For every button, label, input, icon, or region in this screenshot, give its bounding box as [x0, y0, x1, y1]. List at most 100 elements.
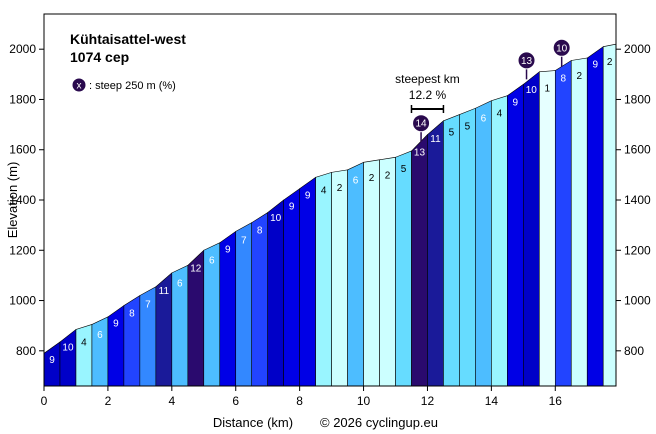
profile-segment [539, 70, 556, 387]
segment-gradient-label: 4 [81, 337, 87, 348]
segment-gradient-label: 2 [576, 71, 582, 82]
chart-title: Kühtaisattel-west [70, 31, 186, 47]
profile-segment [235, 222, 253, 387]
segment-gradient-label: 9 [49, 355, 55, 366]
steep-marker [517, 51, 536, 70]
profile-segment [363, 159, 380, 387]
segment-gradient-label: 8 [129, 309, 135, 320]
segment-gradient-label: 4 [497, 109, 503, 120]
segment-gradient-label: 13 [414, 148, 426, 159]
segment-gradient-label: 2 [337, 183, 343, 194]
segment-gradient-label: 6 [353, 175, 359, 186]
profile-segment [331, 169, 348, 387]
profile-segment [347, 161, 364, 387]
profile-segment [523, 71, 540, 387]
segment-gradient-label: 2 [369, 173, 375, 184]
y-tick-label-right: 1200 [624, 243, 651, 257]
segment-gradient-label: 1 [545, 84, 551, 95]
profile-segment [459, 107, 476, 387]
y-tick-label-left: 1800 [9, 92, 36, 106]
segment-gradient-label: 11 [159, 286, 170, 297]
steepest-km-annotation: steepest km 12.2 % [395, 72, 460, 113]
y-tick-label-right: 1400 [624, 193, 651, 207]
profile-segment [475, 100, 492, 387]
credit-text: © 2026 cyclingup.eu [320, 415, 438, 430]
profile-segment [554, 59, 572, 387]
y-tick-label-left: 1200 [9, 243, 36, 257]
x-tick-label: 14 [485, 394, 499, 408]
profile-segment [91, 316, 109, 387]
steep-marker [412, 114, 431, 133]
y-tick-label-right: 800 [624, 344, 644, 358]
segment-gradient-label: 6 [209, 256, 215, 267]
profile-segment [427, 120, 444, 387]
profile-segment [283, 188, 300, 387]
y-axis-title: Elevation (m) [5, 162, 20, 239]
steep-marker-label: 13 [521, 56, 533, 67]
x-tick-label: 10 [357, 394, 371, 408]
profile-segment [570, 57, 588, 387]
x-tick-label: 8 [296, 394, 303, 408]
x-tick-label: 0 [41, 394, 48, 408]
profile-segment [299, 176, 316, 387]
segment-gradient-label: 7 [145, 300, 151, 311]
segment-gradient-label: 9 [225, 244, 231, 255]
profile-segment [443, 114, 460, 387]
chart-subtitle: 1074 сер [70, 49, 129, 65]
segment-gradient-label: 10 [526, 85, 538, 96]
segment-gradient-label: 5 [449, 128, 455, 139]
segment-gradient-label: 5 [401, 164, 407, 175]
profile-segment [75, 324, 93, 387]
profile-segment [395, 150, 412, 387]
profile-segment [315, 171, 332, 387]
profile-segment [251, 212, 268, 387]
y-tick-label-left: 1400 [9, 193, 36, 207]
profile-segment [491, 95, 508, 387]
x-tick-label: 12 [421, 394, 435, 408]
segment-gradient-label: 4 [321, 185, 327, 196]
x-tick-label: 16 [549, 394, 563, 408]
legend-marker-icon [71, 77, 87, 93]
segment-gradient-label: 9 [113, 319, 119, 330]
segment-gradient-label: 8 [560, 74, 566, 85]
x-tick-label: 2 [105, 394, 112, 408]
y-tick-label-right: 2000 [624, 42, 651, 56]
segment-gradient-label: 6 [177, 278, 183, 289]
x-tick-label: 6 [232, 394, 239, 408]
y-tick-label-right: 1800 [624, 92, 651, 106]
segments-layer [43, 43, 617, 387]
profile-segment [267, 199, 284, 387]
steepest-km-label: steepest km [395, 72, 460, 86]
profile-segment [411, 133, 428, 387]
steep-marker [552, 38, 571, 57]
segment-gradient-label: 6 [97, 330, 103, 341]
x-axis-title: Distance (km) [213, 415, 293, 430]
steep-marker-label: 14 [416, 119, 428, 130]
y-tick-label-left: 800 [16, 344, 36, 358]
legend-marker-symbol: x [77, 81, 82, 92]
steepest-km-value: 12.2 % [409, 88, 447, 102]
segment-gradient-label: 9 [592, 60, 598, 71]
legend-text: : steep 250 m (%) [89, 80, 176, 92]
segment-gradient-label: 8 [257, 226, 263, 237]
segment-gradient-label: 10 [62, 342, 74, 353]
segment-gradient-label: 9 [513, 97, 519, 108]
profile-segment [379, 156, 396, 387]
profile-segment [507, 83, 524, 387]
segment-gradient-label: 7 [241, 236, 247, 247]
segment-gradient-label: 5 [465, 121, 471, 132]
segment-gradient-label: 10 [270, 213, 282, 224]
segment-gradient-label: 6 [481, 114, 487, 125]
steep-marker-label: 10 [556, 43, 568, 54]
legend: x : steep 250 m (%) [71, 77, 176, 93]
segment-gradient-label: 2 [607, 57, 613, 68]
profile-segment [586, 46, 604, 387]
segment-gradient-label: 9 [305, 190, 311, 201]
segment-gradient-label: 12 [190, 263, 202, 274]
segment-gradient-label: 2 [385, 170, 391, 181]
segment-gradient-label: 11 [430, 134, 441, 145]
